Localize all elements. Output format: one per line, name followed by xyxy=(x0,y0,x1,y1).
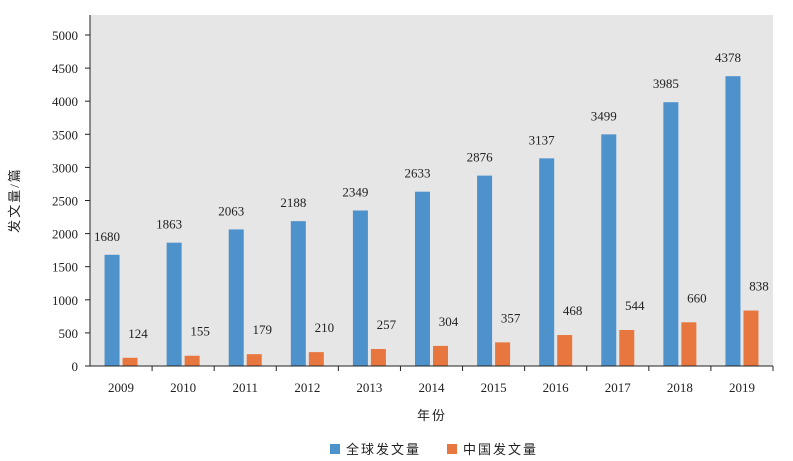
plot-area xyxy=(90,15,773,366)
x-tick-label: 2017 xyxy=(605,380,632,395)
x-tick-label: 2014 xyxy=(419,380,446,395)
bar-china-2019 xyxy=(743,310,759,366)
legend-swatch-global xyxy=(330,444,340,454)
y-tick-label: 4000 xyxy=(52,94,78,109)
data-label-global-2019: 4378 xyxy=(715,50,741,65)
x-tick-label: 2015 xyxy=(481,380,507,395)
bar-china-2016 xyxy=(557,335,573,366)
data-label-china-2019: 838 xyxy=(749,279,769,294)
x-tick-label: 2018 xyxy=(667,380,693,395)
data-label-china-2017: 544 xyxy=(625,298,645,313)
y-tick-label: 4500 xyxy=(52,61,78,76)
x-tick-label: 2019 xyxy=(729,380,755,395)
data-label-china-2014: 304 xyxy=(439,314,459,329)
data-label-global-2015: 2876 xyxy=(467,150,494,165)
y-tick-label: 5000 xyxy=(52,28,78,43)
bar-china-2011 xyxy=(246,354,262,366)
bar-global-2014 xyxy=(415,191,430,366)
data-label-china-2012: 210 xyxy=(315,320,335,335)
data-label-global-2017: 3499 xyxy=(591,108,617,123)
legend-label-global: 全球发文量 xyxy=(346,442,421,457)
bar-global-2012 xyxy=(290,221,306,366)
y-tick-label: 2500 xyxy=(52,194,78,209)
x-tick-label: 2016 xyxy=(543,380,570,395)
legend: 全球发文量 中国发文量 xyxy=(330,442,538,457)
bar-global-2013 xyxy=(352,210,368,366)
data-label-global-2010: 1863 xyxy=(156,217,182,232)
x-tick-label: 2012 xyxy=(294,380,320,395)
y-tick-label: 2000 xyxy=(52,227,78,242)
data-label-global-2018: 3985 xyxy=(653,76,679,91)
bar-global-2019 xyxy=(725,76,741,367)
y-tick-label: 500 xyxy=(59,326,79,341)
bar-china-2012 xyxy=(308,352,324,366)
data-label-global-2012: 2188 xyxy=(280,195,306,210)
bar-global-2015 xyxy=(477,175,493,366)
bar-global-2009 xyxy=(104,254,120,366)
bar-china-2013 xyxy=(370,348,386,366)
bar-china-2010 xyxy=(184,355,200,366)
bar-global-2016 xyxy=(539,158,555,366)
y-tick-label: 1000 xyxy=(52,293,78,308)
data-label-china-2010: 155 xyxy=(190,324,210,339)
bar-china-2017 xyxy=(619,329,635,366)
y-tick-label: 3000 xyxy=(52,160,78,175)
x-tick-label: 2013 xyxy=(356,380,382,395)
data-label-global-2009: 1680 xyxy=(94,229,120,244)
y-tick-label: 1500 xyxy=(52,260,78,275)
bar-global-2010 xyxy=(166,242,182,366)
data-label-global-2011: 2063 xyxy=(218,203,244,218)
data-label-china-2015: 357 xyxy=(501,310,521,325)
legend-label-china: 中国发文量 xyxy=(463,442,538,457)
bar-global-2017 xyxy=(601,134,617,366)
y-tick-label: 3500 xyxy=(52,127,78,142)
x-tick-label: 2011 xyxy=(232,380,258,395)
x-tick-label: 2009 xyxy=(108,380,134,395)
bar-china-2018 xyxy=(681,322,697,366)
data-label-china-2011: 179 xyxy=(252,322,272,337)
y-axis-title: 发文量/篇 xyxy=(7,167,22,233)
data-label-global-2016: 3137 xyxy=(529,132,556,147)
x-tick-label: 2010 xyxy=(170,380,196,395)
x-axis-title: 年份 xyxy=(417,408,447,423)
legend-swatch-china xyxy=(447,444,457,454)
data-label-global-2013: 2349 xyxy=(342,184,368,199)
data-label-global-2014: 2633 xyxy=(405,166,431,181)
y-tick-label: 0 xyxy=(72,359,79,374)
bar-china-2015 xyxy=(495,342,511,366)
data-label-china-2009: 124 xyxy=(128,326,148,341)
data-label-china-2013: 257 xyxy=(377,317,397,332)
data-label-china-2018: 660 xyxy=(687,290,707,305)
bar-china-2009 xyxy=(122,357,138,366)
bar-global-2018 xyxy=(663,102,679,367)
data-label-china-2016: 468 xyxy=(563,303,583,318)
bar-china-2014 xyxy=(433,345,448,366)
bar-global-2011 xyxy=(228,229,244,366)
